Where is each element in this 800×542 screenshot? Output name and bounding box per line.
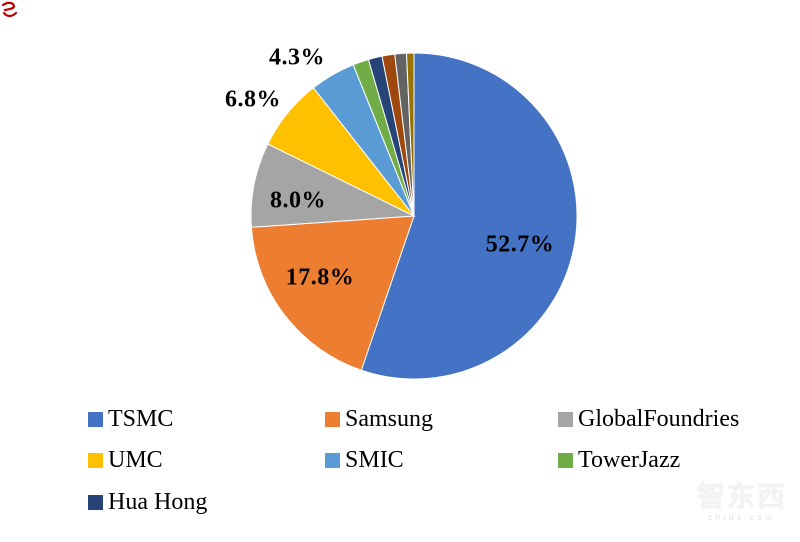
legend-item-tsmc: TSMC: [88, 405, 173, 433]
legend-label: Samsung: [345, 405, 434, 432]
legend-label: SMIC: [345, 446, 404, 473]
legend-label: GlobalFoundries: [578, 405, 740, 432]
legend-swatch: [558, 452, 573, 468]
pie-slice-globalfoundries: [250, 143, 416, 228]
legend-label: TSMC: [108, 405, 174, 432]
data-label: 8.0%: [270, 187, 326, 214]
legend-item-hua-hong: Hua Hong: [88, 488, 207, 516]
legend-label: UMC: [108, 446, 163, 473]
legend-label: Hua Hong: [108, 488, 208, 515]
legend-item-umc: UMC: [88, 446, 163, 474]
legend-item-towerjazz: TowerJazz: [558, 446, 680, 474]
legend-label: TowerJazz: [578, 446, 681, 473]
legend-swatch: [88, 452, 103, 468]
pie-slice-samsung: [250, 215, 415, 371]
legend-item-smic: SMIC: [325, 446, 404, 474]
pie-slice-tsmc: [360, 52, 578, 380]
data-label: 17.8%: [285, 264, 355, 291]
data-label: 4.3%: [269, 44, 325, 71]
legend-swatch: [88, 494, 103, 510]
legend-swatch: [325, 452, 340, 468]
legend-swatch: [558, 411, 573, 427]
data-label: 52.7%: [485, 231, 555, 258]
legend-item-samsung: Samsung: [325, 405, 433, 433]
legend-item-globalfoundries: GlobalFoundries: [558, 405, 739, 433]
data-label: 6.8%: [225, 86, 281, 113]
legend-swatch: [88, 411, 103, 427]
pie-slice-unlabeled-9: [405, 52, 415, 217]
corner-red-mark: [1, 1, 18, 18]
legend-swatch: [325, 411, 340, 427]
